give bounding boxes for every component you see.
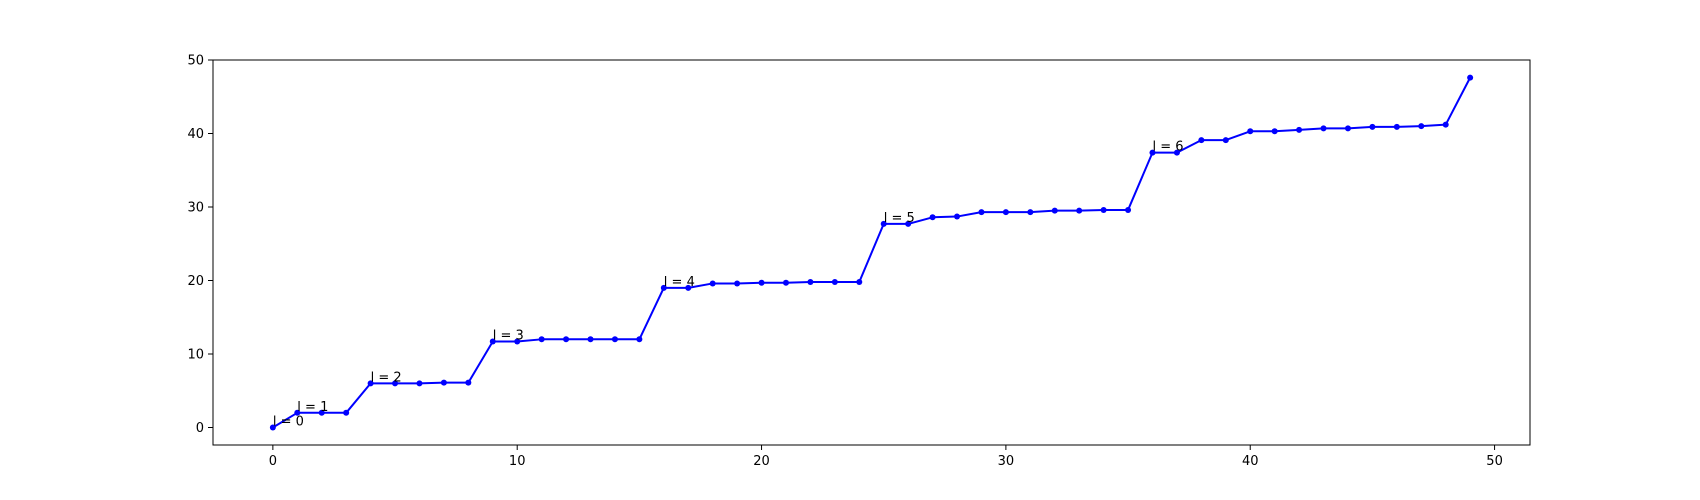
x-tick-label: 50: [1486, 454, 1503, 469]
data-point: [1198, 137, 1205, 144]
data-point: [1247, 128, 1254, 135]
x-tick-label: 0: [269, 454, 277, 469]
data-point: [758, 279, 765, 286]
data-point: [538, 336, 545, 343]
data-point: [611, 336, 618, 343]
data-point: [514, 338, 521, 345]
data-point: [1173, 149, 1180, 156]
data-point: [465, 379, 472, 386]
data-point: [660, 284, 667, 291]
x-tick-label: 30: [998, 454, 1015, 469]
data-point: [367, 380, 374, 387]
data-point: [563, 336, 570, 343]
data-point: [709, 280, 716, 287]
annotation-label: l = 5: [884, 211, 915, 226]
data-point: [318, 409, 325, 416]
data-point: [1002, 209, 1009, 216]
data-point: [954, 213, 961, 220]
data-point: [782, 279, 789, 286]
data-point: [1418, 123, 1425, 130]
y-tick-label: 30: [187, 201, 204, 216]
x-tick-label: 20: [753, 454, 770, 469]
data-point: [294, 409, 301, 416]
y-tick-label: 0: [196, 421, 204, 436]
data-point: [1271, 128, 1278, 135]
data-point: [978, 209, 985, 216]
data-point: [489, 338, 496, 345]
data-point: [1125, 206, 1132, 213]
data-point: [831, 278, 838, 285]
data-point: [1051, 207, 1058, 214]
data-point: [1442, 121, 1449, 128]
annotation-label: l = 1: [297, 400, 328, 415]
data-point: [1393, 123, 1400, 130]
annotation-label: l = 0: [273, 415, 304, 430]
y-tick-label: 20: [187, 274, 204, 289]
data-point: [1296, 126, 1303, 133]
y-tick-label: 50: [187, 54, 204, 69]
data-point: [587, 336, 594, 343]
data-point: [929, 214, 936, 221]
y-tick-label: 10: [187, 348, 204, 363]
plot-area: 0 10 20 30 40 50 0 10 20 30 40 50 l = 0l = 1 l = 2 l =…: [187, 54, 1531, 469]
data-point: [1222, 137, 1229, 144]
annotation-label: l = 6: [1152, 140, 1183, 155]
data-point: [1100, 206, 1107, 213]
data-point: [440, 379, 447, 386]
data-point: [1369, 123, 1376, 130]
annotation-label: l = 4: [664, 275, 695, 290]
x-tick-label: 10: [509, 454, 526, 469]
data-point: [1467, 74, 1474, 81]
y-tick-label: 40: [187, 127, 204, 142]
data-point: [880, 220, 887, 227]
data-point: [856, 278, 863, 285]
x-tick-label: 40: [1242, 454, 1259, 469]
axes-frame: [212, 59, 1531, 446]
data-point: [269, 424, 276, 431]
data-point: [1149, 149, 1156, 156]
data-point: [905, 220, 912, 227]
annotation-label: l = 2: [371, 370, 402, 385]
data-point: [1076, 207, 1083, 214]
data-point: [392, 380, 399, 387]
annotation-label: l = 3: [493, 329, 524, 344]
data-point: [1344, 125, 1351, 132]
data-point: [1320, 125, 1327, 132]
data-point: [416, 380, 423, 387]
data-point: [734, 280, 741, 287]
data-point: [685, 284, 692, 291]
series-line: [272, 77, 1472, 429]
data-point: [636, 336, 643, 343]
data-point: [807, 278, 814, 285]
data-point: [343, 409, 350, 416]
data-point: [1027, 209, 1034, 216]
